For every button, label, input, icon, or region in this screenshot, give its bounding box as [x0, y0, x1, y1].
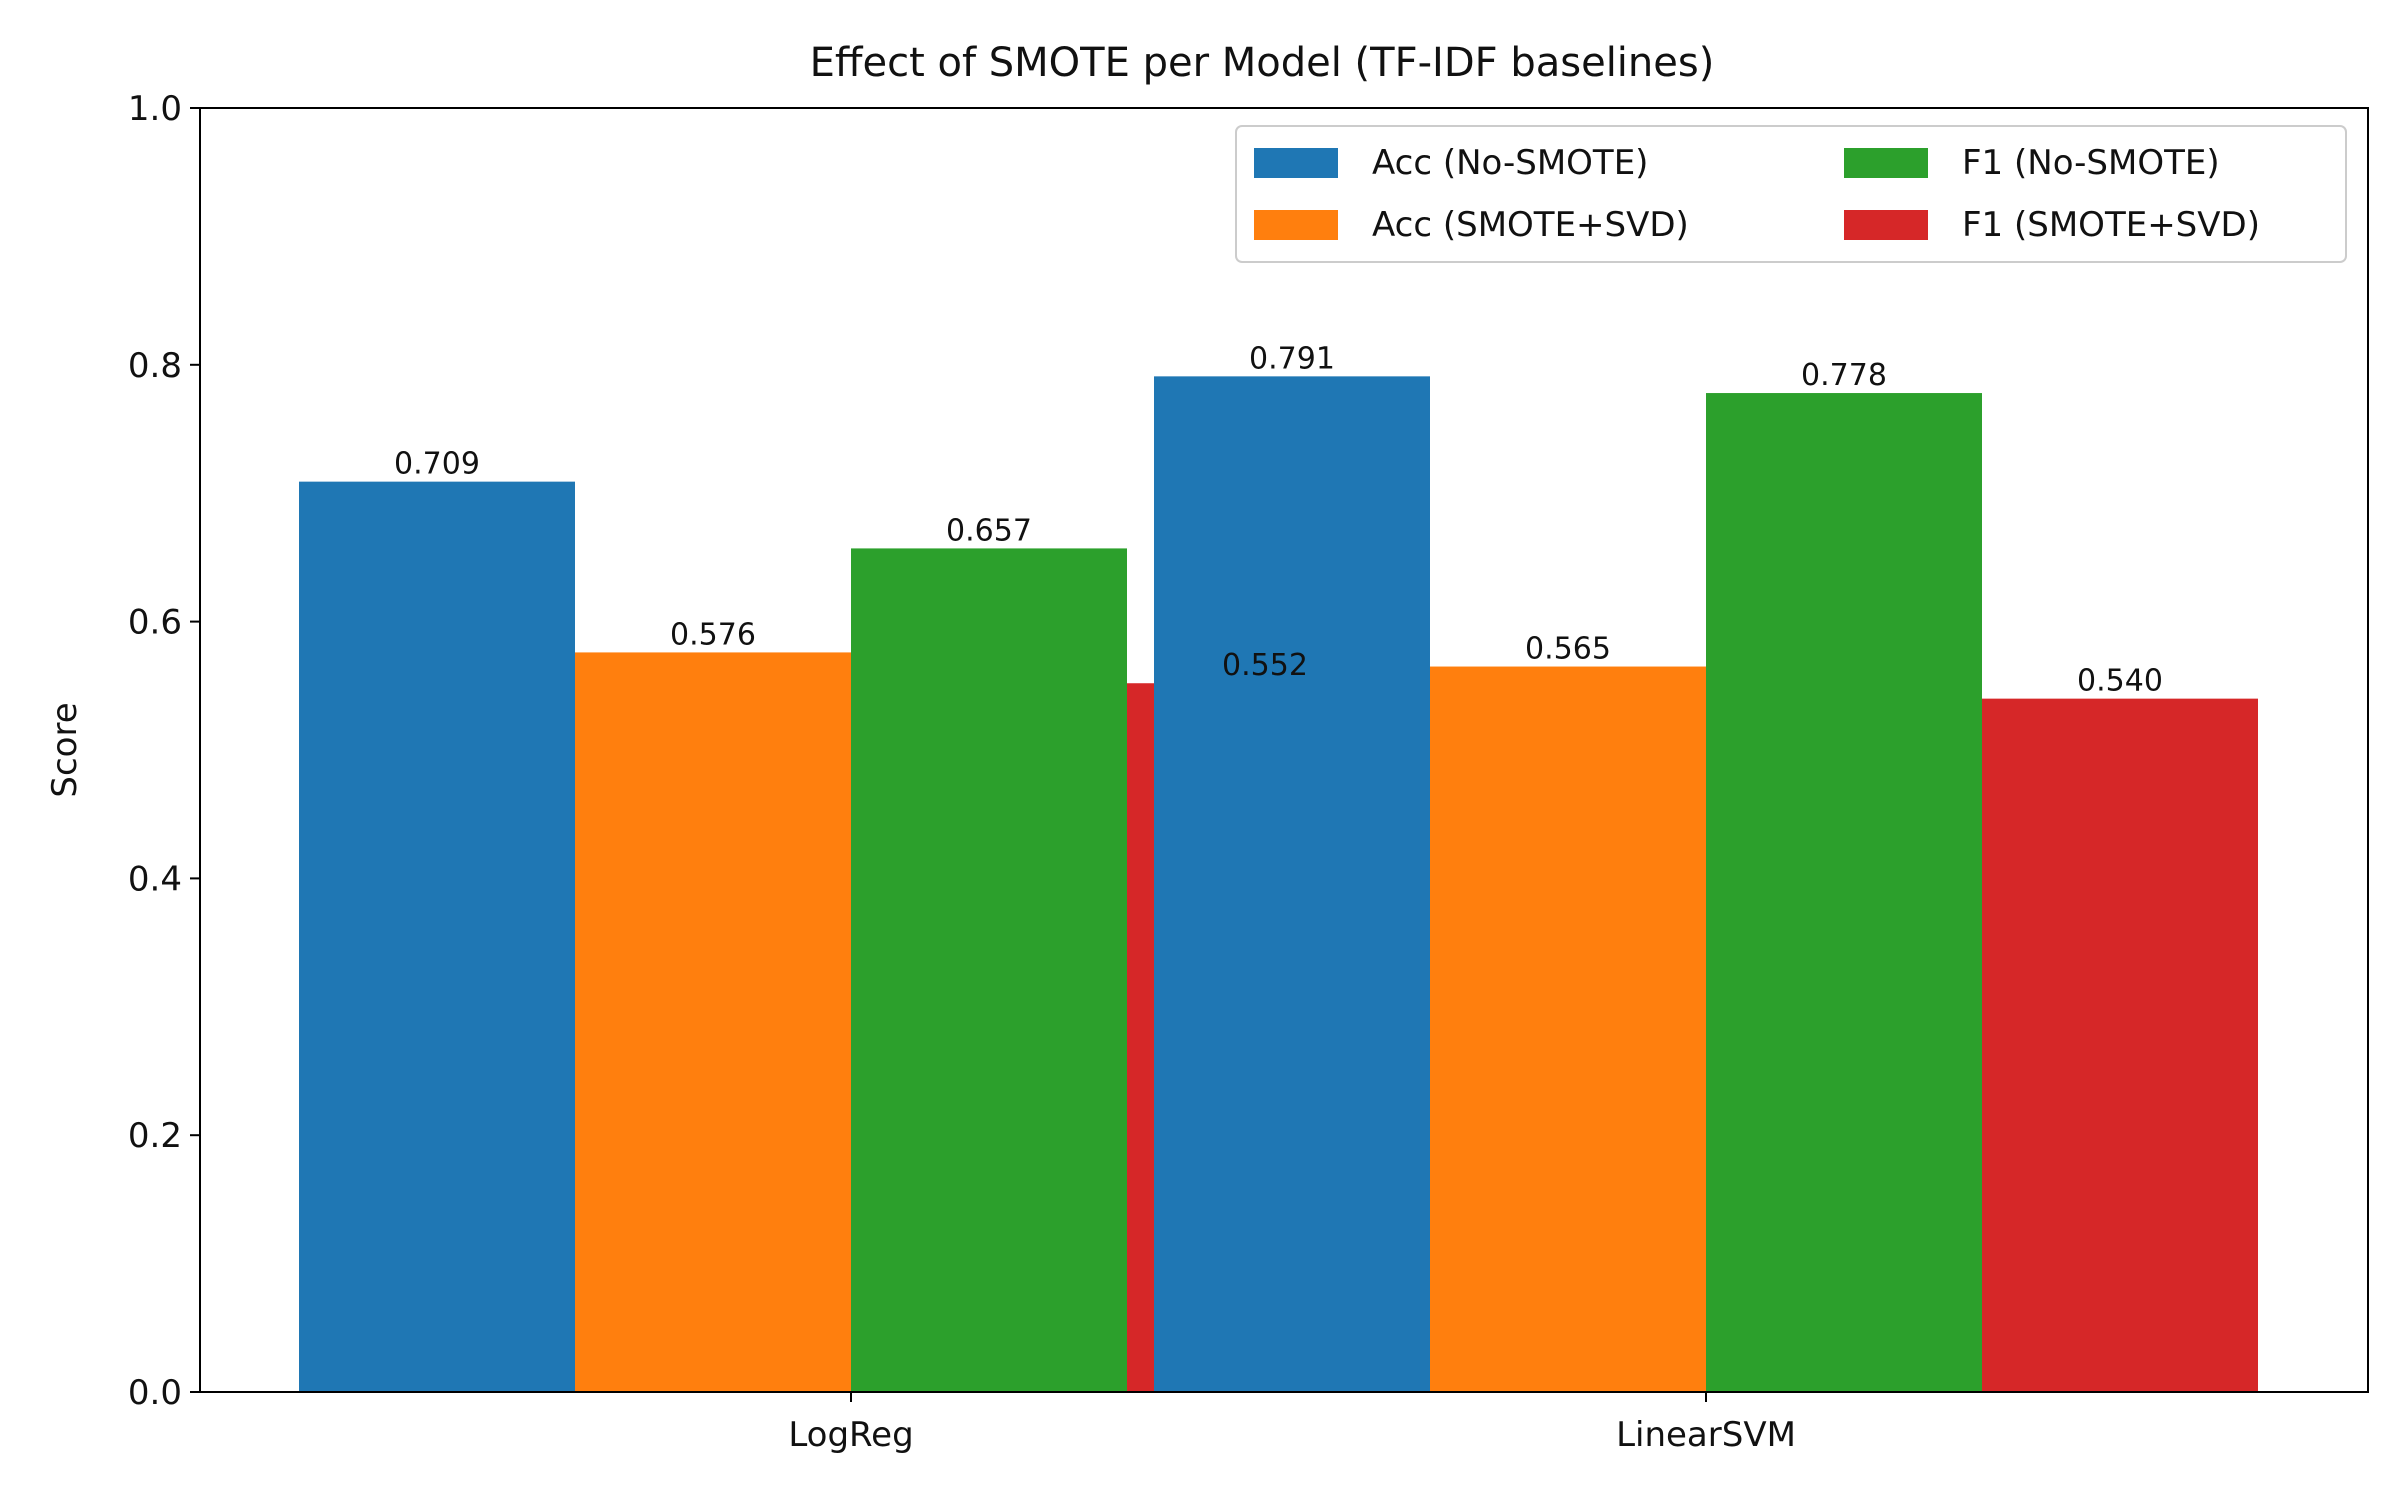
y-axis-label: Score	[45, 702, 85, 797]
chart-title: Effect of SMOTE per Model (TF-IDF baseli…	[810, 40, 1715, 86]
legend-swatch	[1254, 148, 1338, 178]
plot-frame	[199, 107, 2369, 1393]
bar-value-label: 0.657	[946, 513, 1032, 548]
bar-linearsvm-2	[1430, 666, 1706, 1392]
y-tick-label: 0.8	[128, 346, 182, 386]
bar-labels-layer: 0.709 0.576 0.657 0.552 0.791 0.565 0.778 0.540	[394, 341, 2163, 698]
y-tick-label: 0.6	[128, 603, 182, 643]
bar-value-label: 0.576	[670, 617, 756, 652]
bar-linearsvm-1	[1154, 376, 1430, 1393]
legend-label: F1 (No-SMOTE)	[1962, 143, 2220, 183]
legend: Acc (No-SMOTE) Acc (SMOTE+SVD) F1 (No-SMOT…	[1235, 125, 2347, 263]
legend-swatch	[1844, 148, 1928, 178]
bar-linearsvm-4	[1982, 698, 2258, 1392]
y-tick-label: 0.2	[128, 1116, 182, 1156]
y-tick-label: 1.0	[128, 89, 182, 129]
y-tick-label: 0.4	[128, 859, 182, 899]
bar-logreg-3	[851, 548, 1127, 1392]
x-axis: LogReg LinearSVM	[788, 1392, 1796, 1455]
legend-swatch	[1254, 210, 1338, 240]
legend-swatch	[1844, 210, 1928, 240]
legend-box	[1235, 125, 2347, 263]
bar-logreg-1	[299, 481, 575, 1392]
bar-logreg-2	[575, 652, 851, 1392]
bar-value-label: 0.552	[1222, 648, 1308, 683]
bars-layer	[299, 376, 2258, 1393]
legend-label: Acc (No-SMOTE)	[1372, 143, 1648, 183]
bar-value-label: 0.791	[1249, 341, 1335, 376]
bar-value-label: 0.565	[1525, 632, 1611, 667]
legend-label: F1 (SMOTE+SVD)	[1962, 205, 2260, 245]
x-tick-label: LogReg	[788, 1415, 913, 1455]
bar-value-label: 0.540	[2077, 664, 2163, 699]
bar-linearsvm-3	[1706, 393, 1982, 1393]
y-axis: 0.0 0.2 0.4 0.6 0.8 1.0	[128, 89, 200, 1413]
bar-value-label: 0.778	[1801, 358, 1887, 393]
legend-label: Acc (SMOTE+SVD)	[1372, 205, 1689, 245]
bar-value-label: 0.709	[394, 447, 480, 482]
x-tick-label: LinearSVM	[1616, 1415, 1796, 1455]
y-tick-label: 0.0	[128, 1373, 182, 1413]
